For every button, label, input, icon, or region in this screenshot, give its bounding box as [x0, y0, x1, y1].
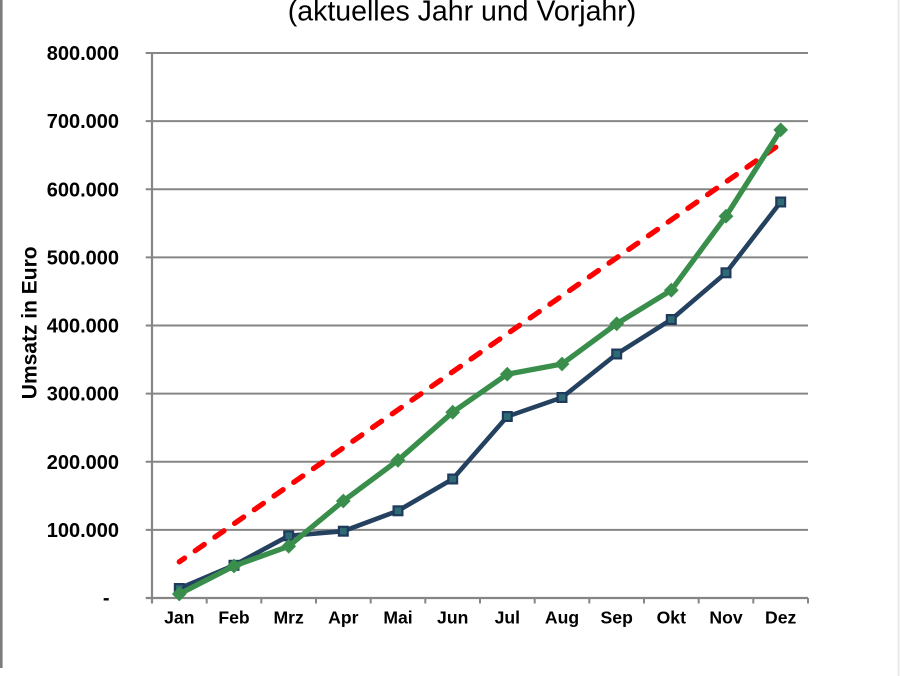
svg-text:(aktuelles Jahr und Vorjahr): (aktuelles Jahr und Vorjahr)	[288, 0, 637, 28]
svg-text:Nov: Nov	[709, 608, 742, 628]
svg-text:Mai: Mai	[383, 608, 412, 628]
svg-text:100.000: 100.000	[47, 520, 119, 542]
svg-text:Sep: Sep	[601, 608, 634, 628]
svg-text:600.000: 600.000	[47, 179, 119, 201]
svg-text:500.000: 500.000	[47, 247, 119, 269]
svg-text:400.000: 400.000	[47, 316, 119, 338]
svg-text:Jul: Jul	[495, 608, 520, 628]
svg-text:Dez: Dez	[765, 608, 796, 628]
svg-text:Mrz: Mrz	[274, 608, 305, 628]
svg-text:Jun: Jun	[437, 608, 468, 628]
svg-text:Umsatz in Euro: Umsatz in Euro	[18, 246, 41, 399]
svg-text:800.000: 800.000	[47, 43, 119, 65]
svg-text:Jan: Jan	[164, 608, 194, 628]
svg-text:-: -	[103, 588, 110, 610]
svg-text:Feb: Feb	[218, 608, 250, 628]
svg-text:200.000: 200.000	[47, 452, 119, 474]
svg-text:Aug: Aug	[545, 608, 579, 628]
svg-text:Okt: Okt	[657, 608, 686, 628]
svg-text:300.000: 300.000	[47, 384, 119, 406]
svg-text:Apr: Apr	[328, 608, 358, 628]
svg-text:700.000: 700.000	[47, 111, 119, 133]
